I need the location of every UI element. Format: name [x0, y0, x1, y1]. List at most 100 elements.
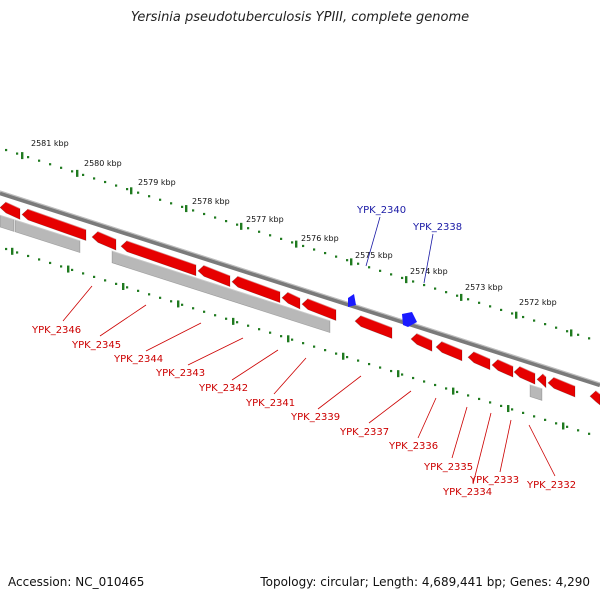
scale-dot [71, 268, 74, 272]
scale-dot [60, 265, 63, 268]
gene-label-ypk_2334: YPK_2334 [442, 487, 492, 498]
pseudo-gene-block [0, 214, 15, 232]
reverse-gene-block-bevel [416, 332, 433, 341]
reverse-gene-block [467, 351, 491, 371]
genes-value: 4,290 [555, 575, 590, 589]
scale-dot [148, 195, 151, 198]
scale-dot [434, 287, 437, 290]
leader-line [62, 285, 93, 322]
scale-dot [280, 335, 283, 338]
scale-dot [467, 394, 470, 397]
backbone-highlight [0, 190, 600, 384]
scale-dot [467, 298, 470, 301]
scale-dot [456, 294, 459, 297]
reverse-gene-block [589, 390, 600, 406]
reverse-gene-block-bevel [307, 298, 337, 311]
scale-dot [379, 366, 382, 369]
scale-dot [544, 418, 547, 421]
pseudo-gene-block [111, 250, 331, 334]
leader-line [273, 357, 307, 395]
reverse-gene-block-bevel [97, 230, 117, 240]
reverse-gene-block [547, 377, 576, 398]
scale-dot [291, 338, 294, 341]
scale-dot [357, 359, 360, 362]
scale-dot [401, 276, 404, 280]
scale-major-tick [350, 258, 353, 266]
reverse-gene-block [120, 240, 197, 277]
scale-dot [115, 184, 118, 187]
gene-label-ypk_2338: YPK_2338 [412, 222, 462, 233]
scale-dot [522, 315, 525, 319]
scale-dot [214, 216, 217, 219]
scale-major-tick [21, 152, 24, 160]
scale-labels: 2581 kbp 2580 kbp 2579 kbp 2578 kbp 2577 kbp… [31, 139, 557, 307]
scale-major-tick [232, 317, 235, 325]
gene-label-ypk_2342: YPK_2342 [198, 383, 248, 394]
lower-scale-track [5, 247, 591, 435]
scale-dot [478, 301, 481, 304]
scale-dot [577, 429, 580, 432]
scale-major-tick [122, 282, 125, 290]
gene-blocks [0, 201, 600, 406]
scale-dot [137, 289, 140, 292]
reverse-gene-block-bevel [360, 315, 393, 329]
scale-dot [511, 312, 514, 315]
leader-line [417, 397, 437, 439]
reverse-gene-block [91, 231, 117, 251]
pseudo-gene-block-bevel [529, 384, 543, 390]
scale-label: 2580 kbp [84, 159, 122, 168]
reverse-gene-block [513, 366, 536, 385]
scale-dot [192, 307, 195, 310]
scale-dot [522, 411, 525, 414]
scale-dot [577, 333, 580, 336]
scale-major-tick [452, 387, 455, 395]
scale-major-tick [397, 370, 400, 378]
scale-dot [335, 255, 338, 258]
scale-label: 2576 kbp [301, 234, 339, 243]
gene-label-ypk_2345: YPK_2345 [71, 340, 121, 351]
scale-dot [159, 296, 162, 299]
scale-label: 2578 kbp [192, 197, 230, 206]
scale-dot [324, 349, 327, 352]
scale-dot [93, 177, 96, 180]
scale-dot [126, 188, 129, 191]
scale-dot [588, 432, 591, 435]
scale-dot [423, 283, 426, 287]
scale-dot [423, 380, 426, 383]
scale-dot [148, 293, 151, 296]
reverse-gene-block-bevel [497, 358, 514, 367]
gene-label-ypk_2332: YPK_2332 [526, 480, 576, 491]
summary-separator: ; [364, 575, 373, 589]
gene-label-ypk_2340: YPK_2340 [356, 205, 406, 216]
genome-backbone [0, 190, 600, 388]
scale-dot [93, 275, 96, 278]
scale-dot [269, 234, 272, 237]
genes-label: Genes: [509, 575, 552, 589]
gene-label-ypk_2341: YPK_2341 [245, 398, 295, 409]
scale-dot [49, 163, 52, 166]
gene-labels: YPK_2340 YPK_2338 YPK_2346 YPK_2345 YPK_2344… [31, 205, 576, 498]
scale-dot [104, 279, 107, 282]
reverse-gene-block [435, 341, 463, 362]
scale-major-tick [405, 276, 408, 284]
reverse-gene-block-bevel [287, 291, 301, 299]
scale-dot [82, 173, 85, 177]
scale-dot [489, 401, 492, 404]
reverse-gene-block [536, 373, 547, 389]
genome-summary: Topology: circular; Length: 4,689,441 bp… [260, 575, 590, 589]
reverse-gene-block-bevel [473, 351, 491, 360]
reverse-gene-block [354, 315, 393, 339]
scale-dot [401, 373, 404, 376]
scale-dot [27, 254, 30, 258]
scale-major-tick [240, 222, 243, 230]
reverse-gene-block-bevel [126, 240, 197, 266]
scale-dot [555, 326, 558, 329]
scale-dot [390, 273, 393, 276]
scale-dot [500, 308, 503, 312]
scale-dot [82, 272, 85, 275]
reverse-gene-block [301, 298, 337, 321]
leader-line [451, 406, 468, 459]
scale-dot [71, 170, 74, 173]
scale-dot [566, 330, 569, 333]
